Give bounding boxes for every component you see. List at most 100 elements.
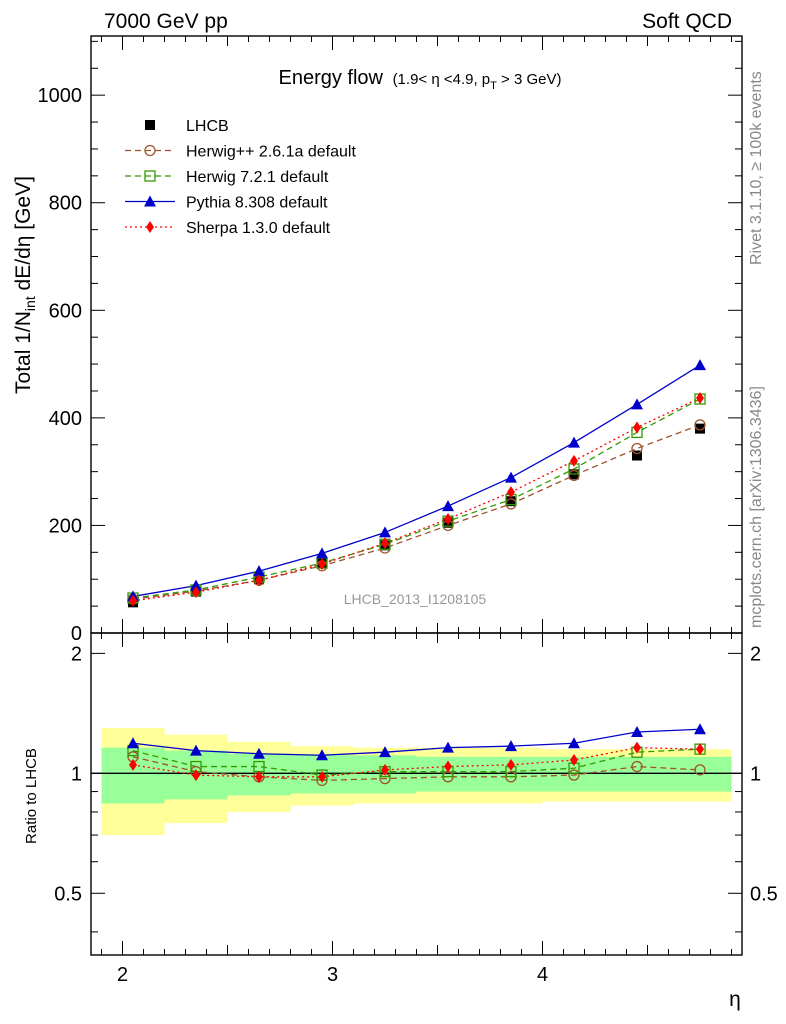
y-axis-label: Total 1/Nint dE/dη [GeV] [12, 176, 38, 394]
ratio-y-tick-label-right: 0.5 [750, 883, 778, 905]
ratio-y-tick-label-right: 1 [750, 763, 761, 785]
data-point [633, 741, 641, 754]
data-point [631, 398, 643, 410]
data-point [444, 760, 452, 773]
legend-label: Herwig 7.2.1 default [186, 169, 329, 186]
data-point [253, 565, 265, 577]
header-right: Soft QCD [642, 10, 732, 33]
y-axis-label-sub: int [22, 296, 38, 311]
data-point [145, 120, 155, 130]
data-point [318, 558, 326, 571]
axis-ticks [91, 36, 742, 955]
data-point [144, 170, 156, 182]
data-point [255, 574, 263, 587]
y-tick-label: 1000 [38, 85, 83, 107]
data-point [505, 740, 517, 752]
tick-labels: 2 3 4 0 200 400 600 800 1000 0.5 0.5 1 1 2 2 [38, 85, 778, 986]
data-point [381, 763, 389, 776]
data-point [190, 744, 202, 756]
data-point [631, 442, 643, 455]
data-point [255, 770, 263, 783]
data-point [631, 760, 643, 773]
y-axis-label-suffix: dE/dη [GeV] [12, 176, 35, 296]
x-axis-label: η [729, 988, 741, 1011]
series-line-ratio [132, 746, 701, 778]
legend-label: Pythia 8.308 default [186, 195, 328, 212]
y-tick-label: 400 [49, 408, 82, 430]
series-line-ratio [132, 728, 701, 756]
data-point [570, 454, 578, 467]
plot-title: Energy flow (1.9< η <4.9, pT > 3 GeV) [279, 67, 562, 92]
data-point [694, 419, 706, 431]
data-point [444, 512, 452, 525]
ratio-plot-frame [90, 632, 743, 956]
data-point [568, 436, 580, 448]
data-point [144, 144, 156, 157]
data-point [381, 537, 389, 550]
plot-frames [90, 35, 743, 956]
series-line-main [132, 397, 701, 602]
data-point [144, 195, 156, 207]
x-tick-label: 4 [537, 964, 548, 986]
plot-title-condition: (1.9< η <4.9, p [393, 71, 491, 88]
legend: LHCB Herwig++ 2.6.1a default Herwig 7.2.1 … [125, 118, 356, 237]
data-point [505, 471, 517, 483]
y-tick-label: 200 [49, 515, 82, 537]
data-point [129, 758, 137, 771]
data-point [568, 737, 580, 749]
data-point [570, 754, 578, 767]
data-point [631, 725, 643, 737]
data-point [507, 486, 515, 499]
rivet-label: Rivet 3.1.10, ≥ 100k events [748, 71, 765, 265]
data-point [694, 359, 706, 371]
data-point [696, 391, 704, 404]
series-line-main [132, 364, 701, 598]
series-lines [132, 364, 701, 782]
data-point [568, 769, 580, 781]
band-green-bin [668, 756, 732, 792]
series-line-main [132, 424, 701, 600]
plot-title-sub: T [490, 80, 497, 92]
legend-label: LHCB [186, 118, 229, 135]
data-point [316, 547, 328, 559]
data-point [379, 526, 391, 538]
y-tick-label: 600 [49, 300, 82, 322]
data-point [695, 423, 705, 434]
data-point [633, 421, 641, 434]
data-point [190, 579, 202, 591]
ratio-y-tick-label-left: 0.5 [54, 883, 82, 905]
data-point [694, 723, 706, 735]
data-point [632, 450, 642, 461]
data-point [696, 743, 704, 756]
x-tick-label: 3 [327, 964, 338, 986]
ratio-y-tick-label-right: 2 [750, 643, 761, 665]
data-point [694, 764, 706, 776]
data-point [318, 770, 326, 783]
y-tick-label: 800 [49, 193, 82, 215]
analysis-label: LHCB_2013_I1208105 [344, 591, 487, 607]
y-tick-label: 0 [71, 623, 82, 645]
legend-label: Herwig++ 2.6.1a default [186, 144, 356, 161]
data-point [253, 747, 265, 759]
series-line-ratio [132, 756, 701, 782]
y-axis-label-main: Total 1/N [12, 311, 35, 394]
plot-title-main: Energy flow [279, 67, 384, 89]
plot-title-suffix: > 3 GeV) [497, 71, 562, 88]
data-point [506, 496, 516, 507]
data-point [129, 594, 137, 607]
data-point [192, 586, 200, 599]
series-line-main [132, 398, 701, 599]
data-point [568, 469, 580, 482]
data-point [146, 221, 154, 233]
data-point [379, 746, 391, 758]
data-point [442, 500, 454, 512]
header-left: 7000 GeV pp [104, 10, 228, 33]
data-point [507, 758, 515, 771]
data-point [192, 769, 200, 782]
x-tick-label: 2 [117, 964, 128, 986]
data-point [442, 741, 454, 753]
ratio-y-tick-label-left: 1 [71, 763, 82, 785]
ratio-y-axis-label: Ratio to LHCB [23, 748, 40, 844]
band-green-bin [605, 756, 669, 792]
